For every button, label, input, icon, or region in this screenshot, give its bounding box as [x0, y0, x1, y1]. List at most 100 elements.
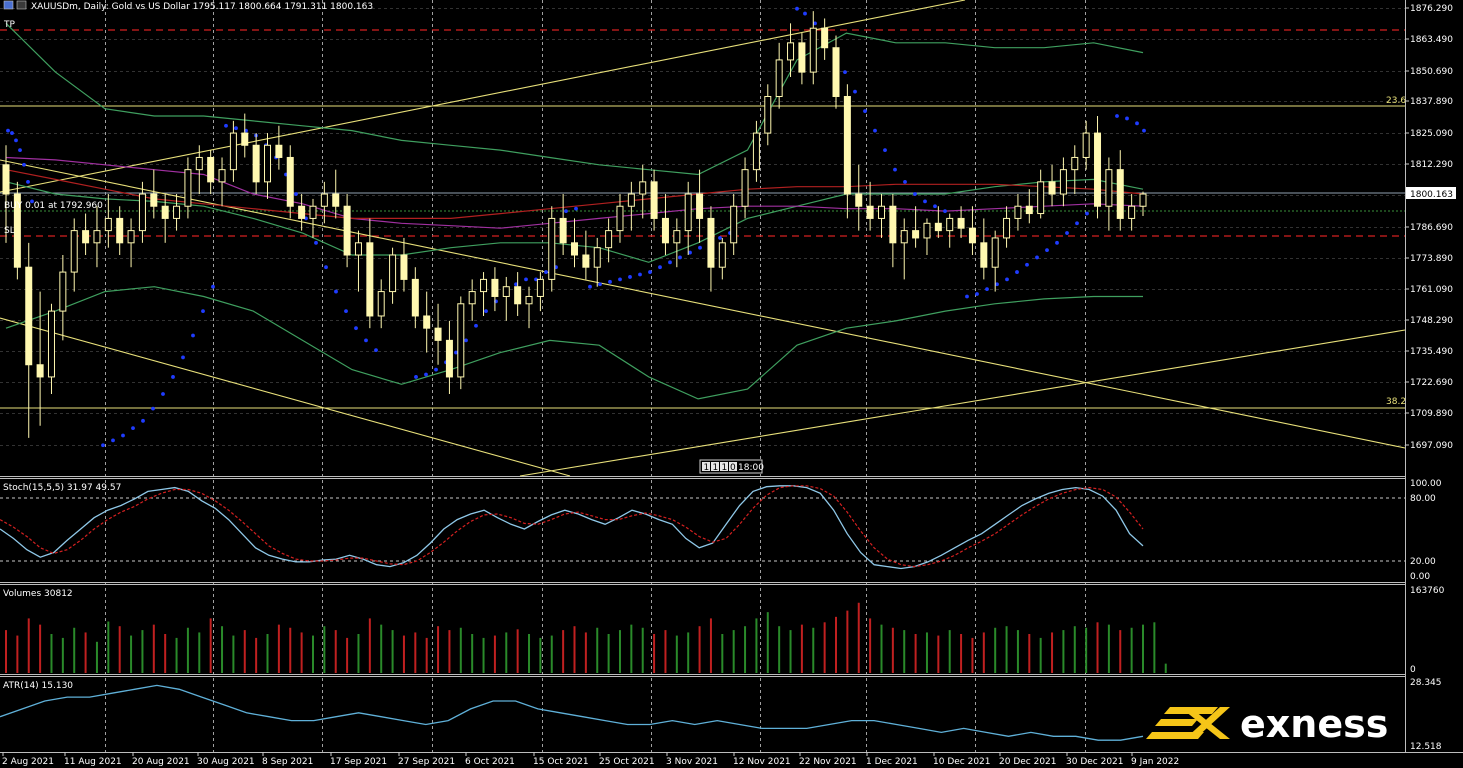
sar-dot	[813, 21, 817, 26]
candle-body	[195, 156, 203, 171]
candle-body	[366, 242, 374, 317]
candle-body	[1003, 217, 1011, 239]
candle-body	[275, 144, 283, 158]
sar-dot	[6, 128, 10, 133]
sar-dot	[22, 162, 26, 167]
date-tick-label: 9 Jan 2022	[1131, 757, 1179, 767]
sar-dot	[131, 426, 135, 431]
candle-body	[718, 242, 726, 268]
candle-body	[104, 217, 112, 232]
sar-dot	[414, 375, 418, 379]
candle-body	[639, 181, 647, 195]
candle-body	[866, 205, 874, 219]
candle-body	[184, 169, 192, 207]
sar-dot	[638, 272, 642, 277]
buy-order-label[interactable]: BUY 0.01 at 1792.960	[4, 201, 103, 211]
candle-body	[173, 205, 181, 219]
candle-body	[320, 193, 328, 207]
price-pane[interactable]: TP SL BUY 0.01 at 1792.960 23.6 38.2 1 1…	[0, 0, 1406, 477]
candle-body	[491, 278, 499, 297]
candle-body	[1071, 156, 1079, 171]
stoch-signal-line	[0, 485, 1144, 568]
candle-body	[218, 169, 226, 183]
exness-logo-text: exness	[1240, 702, 1388, 746]
sar-dot	[211, 284, 215, 289]
candle-body	[93, 230, 101, 244]
candle-body	[47, 310, 55, 378]
candle-body	[616, 205, 624, 232]
sar-dot	[678, 255, 682, 260]
candle-body	[696, 193, 704, 219]
candle-body	[661, 217, 669, 244]
candle-body	[445, 339, 453, 378]
price-tick-label: 1786.690	[1410, 223, 1453, 233]
candle-body	[536, 278, 544, 297]
candle-timer: 1 1 1 0 18:00	[699, 459, 764, 474]
sar-dot	[201, 309, 205, 313]
candle-body	[161, 205, 169, 219]
sar-dot	[524, 277, 528, 282]
volumes-title: Volumes 30812	[3, 589, 73, 599]
candle-body	[400, 254, 408, 280]
candle-body	[934, 222, 942, 232]
candle-body	[957, 217, 965, 229]
sar-dot	[923, 199, 927, 204]
atr-pane[interactable]: ATR(14) 15.130 28.345 12.518	[0, 678, 1442, 752]
sar-dot	[933, 204, 937, 209]
svg-text:1: 1	[713, 463, 719, 473]
candle-body	[1059, 169, 1067, 195]
candle-body	[207, 156, 215, 183]
trend-lines[interactable]	[0, 0, 1406, 477]
sar-dot	[1075, 221, 1079, 226]
sar-dot	[14, 138, 18, 143]
candle-body	[457, 303, 465, 378]
sar-dot	[843, 70, 847, 75]
svg-text:0: 0	[730, 463, 736, 473]
sar-dot	[171, 375, 175, 379]
date-tick-label: 3 Nov 2021	[666, 757, 718, 767]
candle-body	[411, 278, 419, 317]
sar-dot	[995, 282, 999, 287]
stochastic-pane[interactable]: Stoch(15,5,5) 31.97 49.57 100.00 80.00 2…	[0, 479, 1442, 582]
sar-dot	[314, 240, 318, 245]
stoch-title: Stoch(15,5,5) 31.97 49.57	[3, 483, 121, 493]
candle-body	[389, 254, 397, 293]
sar-dot	[1035, 255, 1039, 260]
sar-dot	[863, 109, 867, 114]
sar-dot	[598, 282, 602, 287]
atr-tick-min: 12.518	[1410, 742, 1442, 752]
candle-body	[1025, 205, 1033, 215]
candle-body	[798, 42, 806, 73]
exness-logo-mark	[1146, 707, 1230, 739]
candle-body	[2, 164, 10, 195]
sar-dot	[121, 433, 125, 438]
price-tick-label: 1735.490	[1410, 347, 1453, 357]
sar-dot	[1025, 262, 1029, 267]
candle-body	[1094, 132, 1102, 207]
sar-dot	[1005, 277, 1009, 282]
sar-dot	[975, 292, 979, 296]
sar-dot	[943, 209, 947, 214]
candle-body	[468, 291, 476, 305]
svg-text:18:00: 18:00	[738, 463, 764, 473]
price-axis[interactable]: 1876.290 1863.490 1850.690 1837.890 1825.090…	[1405, 4, 1453, 451]
sar-dot	[141, 418, 145, 423]
date-axis[interactable]: 2 Aug 2021 11 Aug 2021 20 Aug 2021 30 Aug 2…	[2, 752, 1179, 767]
volumes-pane[interactable]: Volumes 30812 163760 0	[3, 586, 1445, 675]
sar-dot	[434, 367, 438, 372]
price-tick-label: 1850.690	[1410, 67, 1453, 77]
price-tick-label: 1773.890	[1410, 254, 1453, 264]
candle-body	[741, 169, 749, 207]
sar-dot	[1142, 128, 1146, 133]
candle-body	[1139, 193, 1147, 207]
sar-dot	[1125, 116, 1129, 121]
chart-grid	[0, 0, 1405, 752]
candle-body	[252, 144, 260, 183]
sar-dot	[354, 326, 358, 331]
date-tick-label: 6 Oct 2021	[465, 757, 515, 767]
symbol-icon	[3, 0, 14, 10]
candle-body	[434, 327, 442, 341]
svg-text:1: 1	[704, 463, 710, 473]
